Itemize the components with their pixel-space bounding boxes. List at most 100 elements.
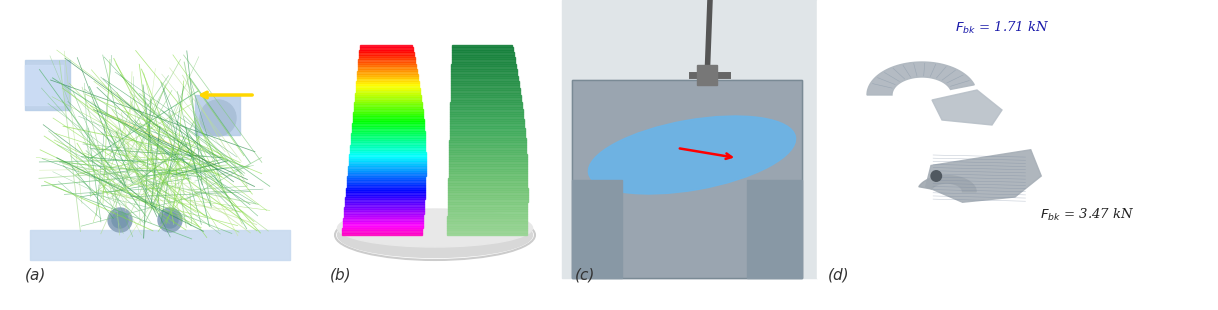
Polygon shape [343, 216, 424, 218]
Bar [561, 0, 817, 278]
Polygon shape [452, 50, 513, 52]
Polygon shape [451, 112, 523, 114]
Polygon shape [447, 211, 527, 214]
Polygon shape [451, 95, 520, 97]
Polygon shape [354, 100, 421, 102]
Polygon shape [449, 159, 527, 162]
Ellipse shape [588, 116, 795, 194]
Polygon shape [346, 197, 425, 199]
Polygon shape [449, 131, 525, 133]
Polygon shape [448, 173, 527, 176]
Polygon shape [449, 145, 526, 147]
Polygon shape [452, 55, 514, 57]
Polygon shape [347, 180, 425, 183]
Polygon shape [348, 162, 425, 164]
Polygon shape [353, 109, 423, 112]
Text: (a): (a) [26, 268, 46, 283]
Polygon shape [449, 123, 524, 126]
Polygon shape [343, 221, 423, 223]
Polygon shape [350, 159, 425, 162]
Polygon shape [350, 154, 425, 157]
Polygon shape [451, 90, 520, 92]
Bar [572, 80, 801, 278]
Polygon shape [452, 66, 516, 69]
Polygon shape [356, 83, 419, 85]
Polygon shape [359, 45, 413, 47]
Bar [307, 0, 561, 278]
Polygon shape [449, 154, 526, 157]
Polygon shape [350, 149, 425, 152]
Polygon shape [447, 230, 527, 232]
Ellipse shape [337, 212, 532, 258]
Polygon shape [448, 166, 527, 169]
Circle shape [931, 171, 942, 181]
Polygon shape [353, 114, 423, 116]
Polygon shape [449, 149, 526, 152]
Polygon shape [342, 232, 421, 235]
Polygon shape [449, 157, 526, 159]
Polygon shape [348, 169, 425, 171]
Polygon shape [342, 230, 423, 232]
Polygon shape [447, 218, 527, 221]
Polygon shape [449, 138, 525, 140]
Ellipse shape [337, 209, 532, 247]
Polygon shape [448, 195, 527, 197]
Polygon shape [448, 206, 527, 209]
Polygon shape [451, 107, 523, 109]
Polygon shape [357, 78, 418, 81]
Circle shape [162, 212, 178, 228]
Polygon shape [451, 114, 524, 116]
Polygon shape [343, 218, 423, 221]
Polygon shape [356, 88, 420, 90]
Bar [26, 60, 69, 110]
Polygon shape [448, 209, 527, 211]
Polygon shape [932, 90, 1002, 125]
Polygon shape [451, 116, 524, 119]
Polygon shape [451, 78, 518, 81]
Polygon shape [449, 133, 525, 135]
Polygon shape [345, 204, 424, 206]
Polygon shape [352, 121, 424, 123]
Polygon shape [358, 66, 417, 69]
Polygon shape [359, 55, 414, 57]
Polygon shape [356, 85, 419, 88]
Circle shape [108, 208, 132, 232]
Polygon shape [447, 214, 527, 216]
Polygon shape [351, 138, 425, 140]
Polygon shape [346, 190, 425, 192]
Polygon shape [449, 140, 526, 142]
Polygon shape [357, 76, 418, 78]
Polygon shape [449, 135, 525, 138]
Polygon shape [354, 102, 421, 104]
Polygon shape [343, 223, 423, 225]
Text: (b): (b) [330, 268, 352, 283]
Polygon shape [451, 102, 521, 104]
Polygon shape [926, 150, 1041, 202]
Bar [572, 80, 801, 278]
Polygon shape [30, 230, 290, 260]
Polygon shape [352, 128, 424, 131]
Polygon shape [448, 178, 527, 180]
Polygon shape [350, 147, 425, 149]
Polygon shape [351, 145, 425, 147]
Circle shape [112, 212, 128, 228]
Polygon shape [356, 92, 420, 95]
Polygon shape [447, 221, 527, 223]
Bar [817, 0, 1218, 278]
Polygon shape [448, 164, 527, 166]
Polygon shape [358, 59, 415, 62]
Polygon shape [345, 202, 424, 204]
Polygon shape [357, 81, 419, 83]
Polygon shape [358, 62, 415, 64]
Polygon shape [351, 140, 425, 142]
Polygon shape [452, 47, 513, 50]
Polygon shape [346, 185, 425, 188]
Polygon shape [447, 232, 527, 235]
Polygon shape [351, 135, 425, 138]
Polygon shape [358, 64, 415, 66]
Polygon shape [356, 90, 420, 92]
Polygon shape [449, 128, 525, 131]
Polygon shape [451, 104, 523, 107]
Polygon shape [447, 228, 527, 230]
Text: $F_{bk}$ = 3.47 kN: $F_{bk}$ = 3.47 kN [1040, 207, 1134, 223]
